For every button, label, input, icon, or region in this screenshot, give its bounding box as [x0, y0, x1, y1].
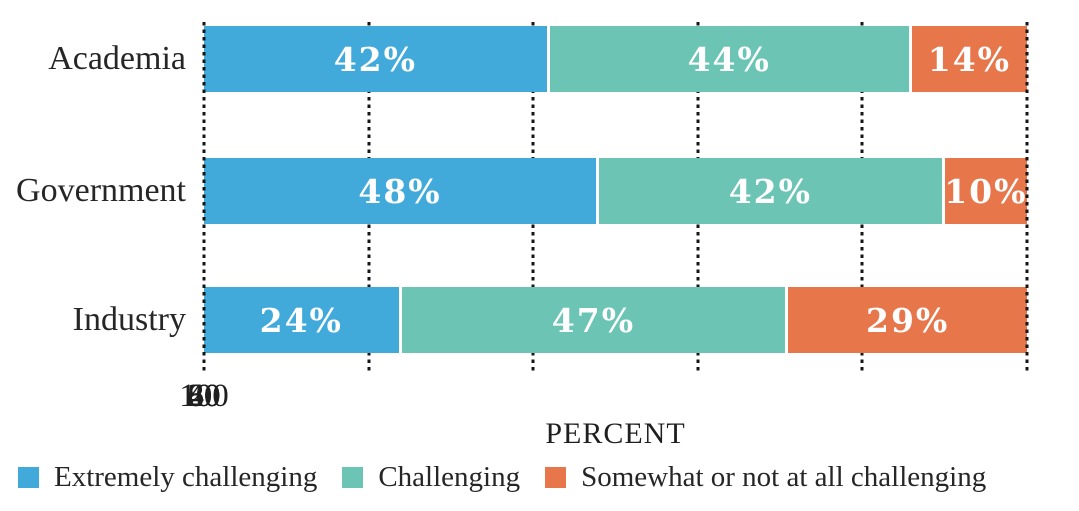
gridline-100: [1025, 22, 1029, 374]
bar-segment-challenging: 47%: [401, 287, 789, 353]
legend-swatch-teal: [342, 467, 364, 488]
x-tick-60: 60: [187, 378, 221, 414]
bar-segment-challenging: 42%: [599, 158, 945, 224]
x-tick-40: 40: [187, 378, 221, 414]
bar-segment-somewhat: 10%: [944, 158, 1027, 224]
legend-swatch-orange: [545, 467, 567, 488]
bar-value-label: 29%: [866, 300, 950, 340]
bar-segment-extremely: 24%: [204, 287, 402, 353]
legend-swatch-blue: [18, 467, 39, 488]
category-label-academia: Academia: [48, 40, 186, 77]
bar-row-government: 48% 42% 10%: [204, 158, 1027, 224]
bar-value-label: 44%: [687, 39, 771, 79]
category-label-government: Government: [16, 172, 186, 209]
x-tick-0: 0: [195, 378, 213, 414]
bar-value-label: 42%: [728, 171, 812, 211]
x-axis-label: PERCENT: [545, 417, 686, 450]
plot-area: 42% 44% 14% 48% 42% 10% 24% 47% 29% 0 20…: [179, 0, 1029, 511]
bar-value-label: 24%: [259, 300, 343, 340]
x-tick-100: 100: [179, 378, 229, 414]
bar-segment-extremely: 48%: [204, 158, 600, 224]
legend-label: Challenging: [378, 461, 521, 493]
bar-value-label: 47%: [551, 300, 636, 340]
bar-segment-somewhat: 14%: [911, 26, 1027, 92]
bar-segment-somewhat: 29%: [788, 287, 1027, 353]
x-tick-20: 20: [187, 378, 221, 414]
legend-item-extremely-challenging: Extremely challenging: [18, 461, 317, 494]
bar-value-label: 48%: [358, 171, 442, 211]
category-label-industry: Industry: [72, 301, 186, 338]
bar-value-label: 10%: [944, 171, 1027, 211]
bar-segment-challenging: 44%: [549, 26, 912, 92]
legend-label: Somewhat or not at all challenging: [581, 461, 987, 493]
bar-value-label: 42%: [333, 39, 417, 79]
bar-row-industry: 24% 47% 29%: [204, 287, 1027, 353]
gridline-0: [202, 22, 206, 374]
legend-label: Extremely challenging: [54, 461, 318, 493]
x-tick-80: 80: [187, 378, 221, 414]
bar-value-label: 14%: [927, 39, 1012, 79]
legend-item-somewhat: Somewhat or not at all challenging: [545, 461, 986, 494]
legend-item-challenging: Challenging: [342, 461, 520, 494]
bar-row-academia: 42% 44% 14%: [204, 26, 1027, 92]
bar-segment-extremely: 42%: [204, 26, 550, 92]
legend: Extremely challenging Challenging Somewh…: [18, 461, 986, 494]
